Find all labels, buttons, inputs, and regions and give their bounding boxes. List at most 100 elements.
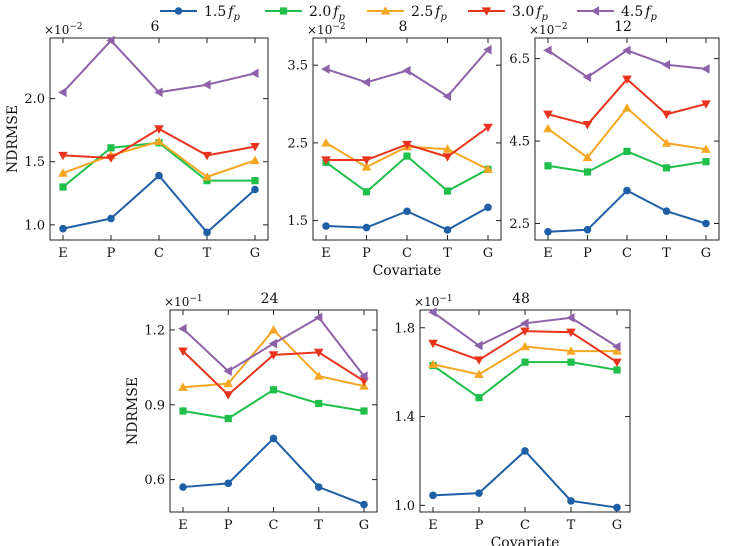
y-tick-label: 6.5 xyxy=(509,52,530,67)
series-line xyxy=(182,437,365,506)
data-point xyxy=(520,327,530,336)
series xyxy=(178,312,368,381)
y-tick-label: 2.5 xyxy=(509,217,530,232)
data-point xyxy=(661,110,672,120)
y-tick-label: 1.2 xyxy=(144,323,165,338)
data-point xyxy=(428,339,438,349)
data-point xyxy=(622,75,632,85)
data-point xyxy=(268,325,279,334)
series xyxy=(543,75,711,130)
series xyxy=(544,147,710,176)
data-point xyxy=(484,203,492,212)
data-point xyxy=(154,125,164,134)
data-point xyxy=(155,171,163,180)
data-point xyxy=(429,491,437,500)
data-point xyxy=(544,162,552,170)
series xyxy=(428,327,622,367)
y-tick-label: 3.5 xyxy=(287,59,308,74)
legend-marker xyxy=(380,6,391,15)
data-point xyxy=(269,386,278,394)
data-point xyxy=(314,483,323,491)
data-point xyxy=(483,44,492,55)
data-point xyxy=(107,214,115,223)
data-point xyxy=(361,162,372,171)
legend-label: 4.5 fp xyxy=(621,4,657,23)
data-point xyxy=(107,144,115,152)
data-point xyxy=(543,123,553,133)
x-tick-label: C xyxy=(622,246,632,261)
legend-marker xyxy=(481,7,492,16)
data-point xyxy=(661,59,671,70)
data-point xyxy=(442,144,453,153)
data-point xyxy=(583,225,592,234)
legend-item: 3.0 fp xyxy=(468,4,548,23)
data-point xyxy=(59,224,67,233)
data-point xyxy=(612,346,622,355)
series xyxy=(428,307,621,352)
data-point xyxy=(443,226,452,234)
legend-marker xyxy=(174,7,183,15)
series-line xyxy=(432,361,618,399)
series-line xyxy=(62,140,256,178)
legend-item: 2.5 fp xyxy=(367,4,447,23)
data-point xyxy=(582,72,592,82)
x-axis-label: Covariate xyxy=(373,263,442,279)
data-point xyxy=(223,378,234,388)
panel-4: E P C T G 1.0 1.4 1.8 ×10−1 48 Covariate xyxy=(394,291,631,546)
y-tick-label: 1.5 xyxy=(287,214,308,229)
series-line xyxy=(432,449,618,509)
data-point xyxy=(475,489,483,497)
data-point xyxy=(58,87,67,98)
data-point xyxy=(566,312,575,323)
data-point xyxy=(622,103,632,112)
panel-title: 6 xyxy=(151,19,160,35)
data-point xyxy=(474,369,484,378)
data-point xyxy=(250,142,260,152)
legend-item: 4.5 fp xyxy=(577,4,657,23)
panel-title: 24 xyxy=(261,291,279,307)
axis-scale-factor: ×10−2 xyxy=(529,22,568,37)
series xyxy=(58,35,259,98)
x-tick-label: C xyxy=(269,518,279,533)
data-point xyxy=(268,351,279,360)
series xyxy=(429,358,621,402)
data-point xyxy=(59,183,67,191)
series xyxy=(178,347,369,400)
series-line xyxy=(547,49,707,79)
data-point xyxy=(203,228,211,237)
y-tick-label: 0.9 xyxy=(144,398,165,413)
data-point xyxy=(582,120,593,130)
data-point xyxy=(544,227,552,236)
panel-title: 8 xyxy=(399,19,408,35)
data-point xyxy=(622,45,631,56)
data-point xyxy=(58,168,68,177)
axes-frame xyxy=(169,309,378,513)
data-point xyxy=(613,366,621,374)
data-point xyxy=(106,35,115,46)
data-point xyxy=(154,87,163,98)
data-point xyxy=(361,156,372,165)
data-point xyxy=(268,338,278,349)
series-line xyxy=(62,174,256,234)
data-point xyxy=(202,79,211,90)
series xyxy=(543,103,711,162)
panel-title: 12 xyxy=(614,19,632,35)
data-point xyxy=(179,407,187,415)
panel-2: E P C T G 2.5 4.5 6.5 ×10−2 12 xyxy=(509,19,720,261)
x-tick-label: C xyxy=(154,246,164,261)
x-tick-label: G xyxy=(612,518,622,533)
data-point xyxy=(483,164,493,173)
data-point xyxy=(702,158,710,166)
series xyxy=(59,139,259,191)
data-point xyxy=(442,91,452,102)
x-tick-label: T xyxy=(662,246,671,261)
legend-item: 1.5 fp xyxy=(160,4,240,23)
axis-scale-factor: ×10−1 xyxy=(414,294,453,309)
panel-3: E P C T G 0.6 0.9 1.2 ×10−1 24 NDRMSE xyxy=(125,291,378,533)
data-point xyxy=(662,164,671,172)
x-tick-label: T xyxy=(203,246,212,261)
data-point xyxy=(313,312,323,323)
y-tick-label: 1.4 xyxy=(394,410,415,425)
data-point xyxy=(661,138,672,147)
